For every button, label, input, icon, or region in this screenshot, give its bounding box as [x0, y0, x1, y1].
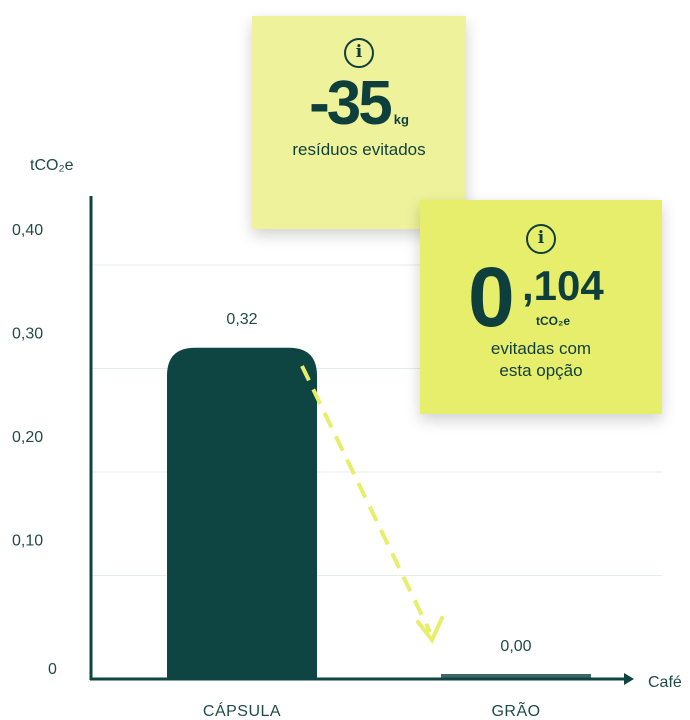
y-tick-labels: 0 0,10 0,20 0,30 0,40: [12, 222, 57, 678]
value-labels: 0,32 0,00: [226, 311, 531, 655]
waste-unit: kg: [393, 112, 409, 127]
bars: [167, 347, 591, 679]
category-labels: CÁPSULA GRÃO: [203, 700, 540, 720]
waste-description: resíduos evitados: [292, 140, 426, 159]
x-axis-label: Café: [648, 674, 682, 691]
value-label: 0,32: [226, 311, 257, 328]
co2-value-int: 0: [468, 250, 515, 344]
co2-description-line2: esta opção: [499, 361, 583, 380]
info-icon[interactable]: i: [344, 38, 374, 68]
bar-0: [167, 347, 317, 679]
y-axis-label: tCO₂e: [30, 157, 74, 174]
y-tick-label: 0: [48, 661, 57, 678]
waste-value: -35: [309, 69, 393, 138]
y-tick-label: 0,30: [12, 326, 43, 343]
co2-avoided-card: i 0 ,104 tCO₂e evitadas com esta opção: [420, 200, 662, 414]
waste-avoided-card: i -35 kg resíduos evitados: [252, 16, 466, 229]
category-label: GRÃO: [491, 700, 540, 720]
x-axis-arrow: [624, 673, 634, 685]
y-tick-label: 0,20: [12, 429, 43, 446]
co2-description-line1: evitadas com: [490, 339, 592, 358]
comparison-arrow: [300, 365, 432, 633]
y-tick-label: 0,40: [12, 222, 43, 239]
co2-value-decimal: ,104: [522, 262, 604, 309]
y-tick-label: 0,10: [12, 533, 43, 550]
comparison-arrow-head: [416, 616, 444, 644]
co2-unit: tCO₂e: [536, 314, 571, 328]
info-icon[interactable]: i: [526, 224, 556, 254]
category-label: CÁPSULA: [203, 701, 281, 720]
bar-1: [441, 674, 591, 678]
value-label: 0,00: [500, 638, 531, 655]
